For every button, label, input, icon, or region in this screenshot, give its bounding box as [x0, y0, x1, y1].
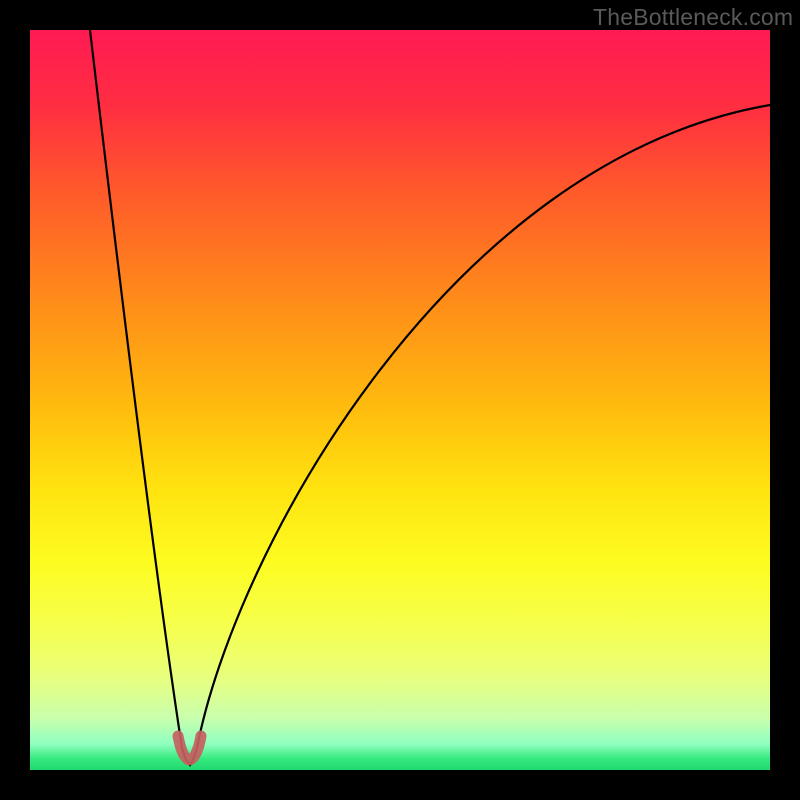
bottleneck-curve [30, 30, 770, 770]
watermark-text: TheBottleneck.com [593, 4, 793, 31]
plot-area [30, 30, 770, 770]
